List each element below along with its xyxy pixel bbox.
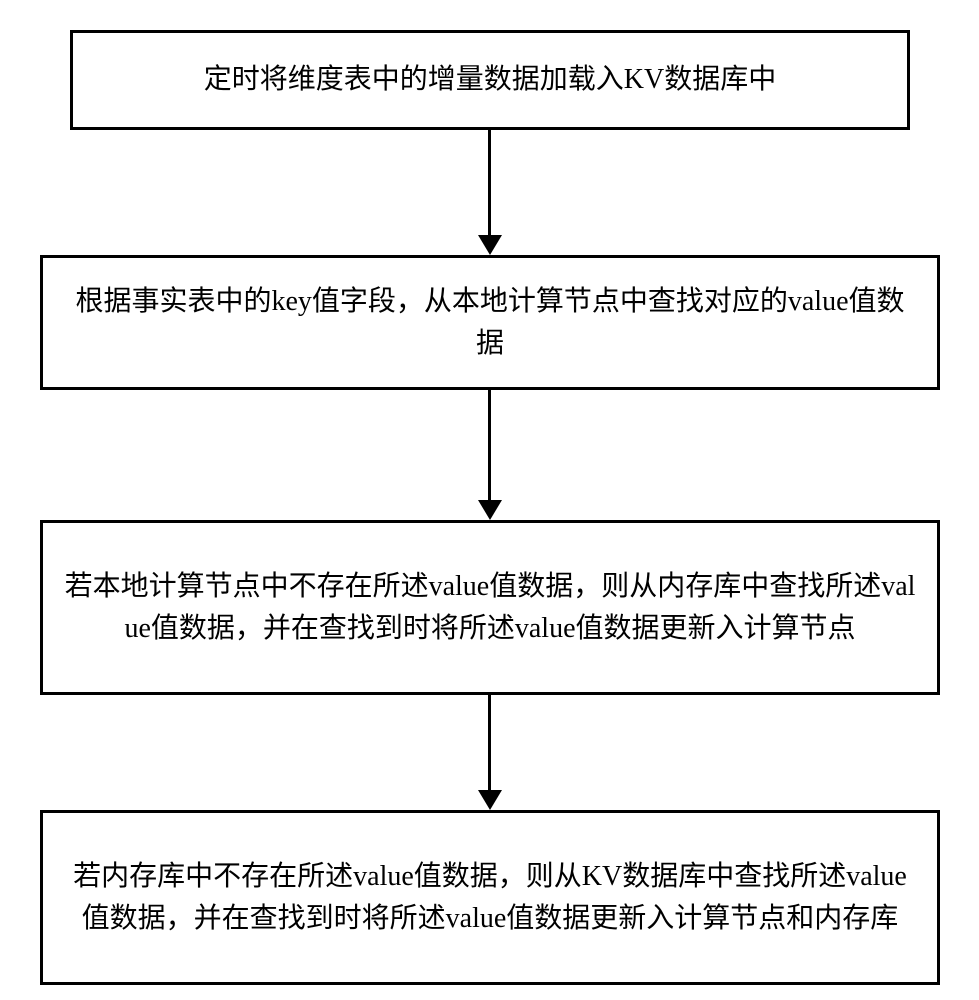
flowchart-arrow: [478, 695, 502, 810]
flowchart-arrow: [478, 130, 502, 255]
flowchart-node: 根据事实表中的key值字段，从本地计算节点中查找对应的value值数据: [40, 255, 940, 390]
flowchart-node: 若本地计算节点中不存在所述value值数据，则从内存库中查找所述value值数据…: [40, 520, 940, 695]
node-text: 定时将维度表中的增量数据加载入KV数据库中: [204, 59, 776, 101]
node-text: 若本地计算节点中不存在所述value值数据，则从内存库中查找所述value值数据…: [63, 566, 917, 650]
flowchart-arrow: [478, 390, 502, 520]
node-text: 若内存库中不存在所述value值数据，则从KV数据库中查找所述value值数据，…: [63, 856, 917, 940]
flowchart-container: 定时将维度表中的增量数据加载入KV数据库中 根据事实表中的key值字段，从本地计…: [0, 0, 979, 1000]
flowchart-node: 定时将维度表中的增量数据加载入KV数据库中: [70, 30, 910, 130]
node-text: 根据事实表中的key值字段，从本地计算节点中查找对应的value值数据: [63, 281, 917, 365]
flowchart-node: 若内存库中不存在所述value值数据，则从KV数据库中查找所述value值数据，…: [40, 810, 940, 985]
